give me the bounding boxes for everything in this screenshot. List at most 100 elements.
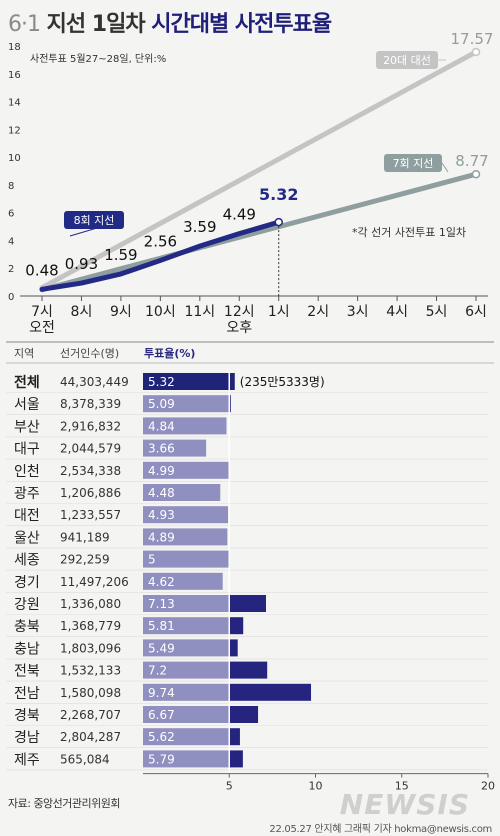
bar-x-tick-label: 5 <box>226 780 233 793</box>
row-electors: 2,804,287 <box>60 730 121 744</box>
legend-7th-local-connector <box>441 162 449 173</box>
y-tick-label: 2 <box>8 264 14 275</box>
credit-text: 22.05.27 안지혜 그래픽 기자 hokma@newsis.com <box>269 824 492 835</box>
row-electors: 941,189 <box>60 530 110 544</box>
header-rate: 투표율(%) <box>144 347 195 360</box>
x-tick-label: 6시 <box>465 304 487 320</box>
data-label: 0.93 <box>65 255 98 273</box>
row-bar <box>143 417 227 435</box>
row-electors: 1,336,080 <box>60 597 121 611</box>
row-region: 전북 <box>14 664 40 680</box>
row-rate-label: 9.74 <box>148 686 175 700</box>
header-region: 지역 <box>14 347 34 360</box>
row-bar-extension <box>229 395 231 413</box>
row-electors: 8,378,339 <box>60 397 121 411</box>
legend-8th-local-label: 8회 지선 <box>74 214 115 227</box>
am-label: 오전 <box>29 320 55 336</box>
row-electors: 1,233,557 <box>60 508 121 522</box>
row-bar <box>143 395 230 413</box>
row-rate-label: 4.62 <box>148 575 175 589</box>
row-bar-extension <box>229 617 244 635</box>
row-rate-label: 5.81 <box>148 619 175 633</box>
y-tick-label: 0 <box>8 292 14 303</box>
header-electors: 선거인수(명) <box>60 347 119 360</box>
data-label: 0.48 <box>25 261 58 279</box>
row-electors: 44,303,449 <box>60 375 129 389</box>
row-bar-extension <box>229 639 238 657</box>
row-rate-label: 6.67 <box>148 708 175 722</box>
row-region: 전체 <box>14 374 40 391</box>
row-region: 서울 <box>14 397 40 413</box>
data-label: 5.32 <box>259 185 298 204</box>
row-rate-label: 5.09 <box>148 397 175 411</box>
chart-subtitle: 사전투표 5월27~28일, 단위:% <box>30 52 166 65</box>
x-tick-label: 5시 <box>426 304 448 320</box>
row-rate-label: 4.89 <box>148 530 175 544</box>
legend-7th-local-box <box>384 154 442 172</box>
row-bar <box>143 572 223 590</box>
legend-8th-local-box <box>64 211 124 229</box>
x-tick-label: 9시 <box>110 304 132 320</box>
y-tick-label: 6 <box>8 209 14 220</box>
x-tick-label: 12시 <box>224 304 255 320</box>
row-bar <box>143 506 229 524</box>
x-tick-label: 11시 <box>184 304 215 320</box>
row-region: 강원 <box>14 597 40 613</box>
bar-x-tick-label: 20 <box>481 780 495 793</box>
row-bar-extension <box>229 683 312 701</box>
y-tick-label: 12 <box>8 125 21 136</box>
data-label: 1.59 <box>104 246 137 264</box>
row-bar-extension <box>229 728 240 746</box>
x-tick-label: 1시 <box>268 304 290 320</box>
row-bar <box>143 661 230 679</box>
row-electors: 1,532,133 <box>60 664 121 678</box>
row-rate-label: 7.13 <box>148 597 175 611</box>
row-electors: 1,803,096 <box>60 641 121 655</box>
row-electors: 1,368,779 <box>60 619 121 633</box>
chart-title: 6·1 지선 1일차 시간대별 사전투표율 <box>8 6 332 38</box>
row-bar <box>143 439 207 457</box>
row-electors: 1,206,886 <box>60 486 121 500</box>
row-region: 울산 <box>14 530 40 546</box>
row-region: 대구 <box>14 442 40 458</box>
row-rate-label: 5.62 <box>148 730 175 744</box>
row-bar <box>143 373 230 390</box>
row-bar <box>143 528 228 546</box>
row-region: 전남 <box>14 686 40 702</box>
series-8th-local-line <box>39 219 282 292</box>
series-7th-local-end-label: 8.77 <box>455 152 488 170</box>
watermark: NEWSIS <box>339 788 470 821</box>
chart-note: *각 선거 사전투표 1일차 <box>352 225 466 239</box>
row-electors: 292,259 <box>60 553 110 567</box>
x-tick-label: 3시 <box>347 304 369 320</box>
row-bar <box>143 750 230 768</box>
row-region: 경북 <box>14 708 40 724</box>
row-bar <box>143 484 221 501</box>
bar-x-tick-label: 15 <box>395 780 409 793</box>
row-bar <box>143 550 230 568</box>
row-bar <box>143 728 230 746</box>
x-tick-label: 8시 <box>71 304 93 320</box>
series-20th-presidential-end-label: 17.57 <box>451 30 494 48</box>
x-tick-label: 4시 <box>386 304 408 320</box>
bar-x-tick-label: 10 <box>309 780 323 793</box>
y-tick-label: 4 <box>8 236 14 247</box>
row-bar-extension <box>229 373 235 390</box>
row-rate-label: 5.49 <box>148 641 175 655</box>
row-electors: 1,580,098 <box>60 686 121 700</box>
row-bar <box>143 706 230 723</box>
row-bar <box>143 461 230 479</box>
row-bar-extension <box>229 661 268 679</box>
row-electors: 2,916,832 <box>60 419 121 433</box>
title-prefix: 6·1 <box>8 12 41 37</box>
total-count-note: (235만5333명) <box>240 375 325 389</box>
row-bar-extension <box>229 595 266 612</box>
series-20th-presidential-line <box>39 49 479 291</box>
row-rate-label: 4.99 <box>148 464 175 478</box>
row-electors: 565,084 <box>60 752 110 766</box>
row-rate-label: 5.79 <box>148 752 175 766</box>
data-label: 2.56 <box>144 232 177 250</box>
row-rate-label: 4.48 <box>148 486 175 500</box>
row-electors: 2,268,707 <box>60 708 121 722</box>
